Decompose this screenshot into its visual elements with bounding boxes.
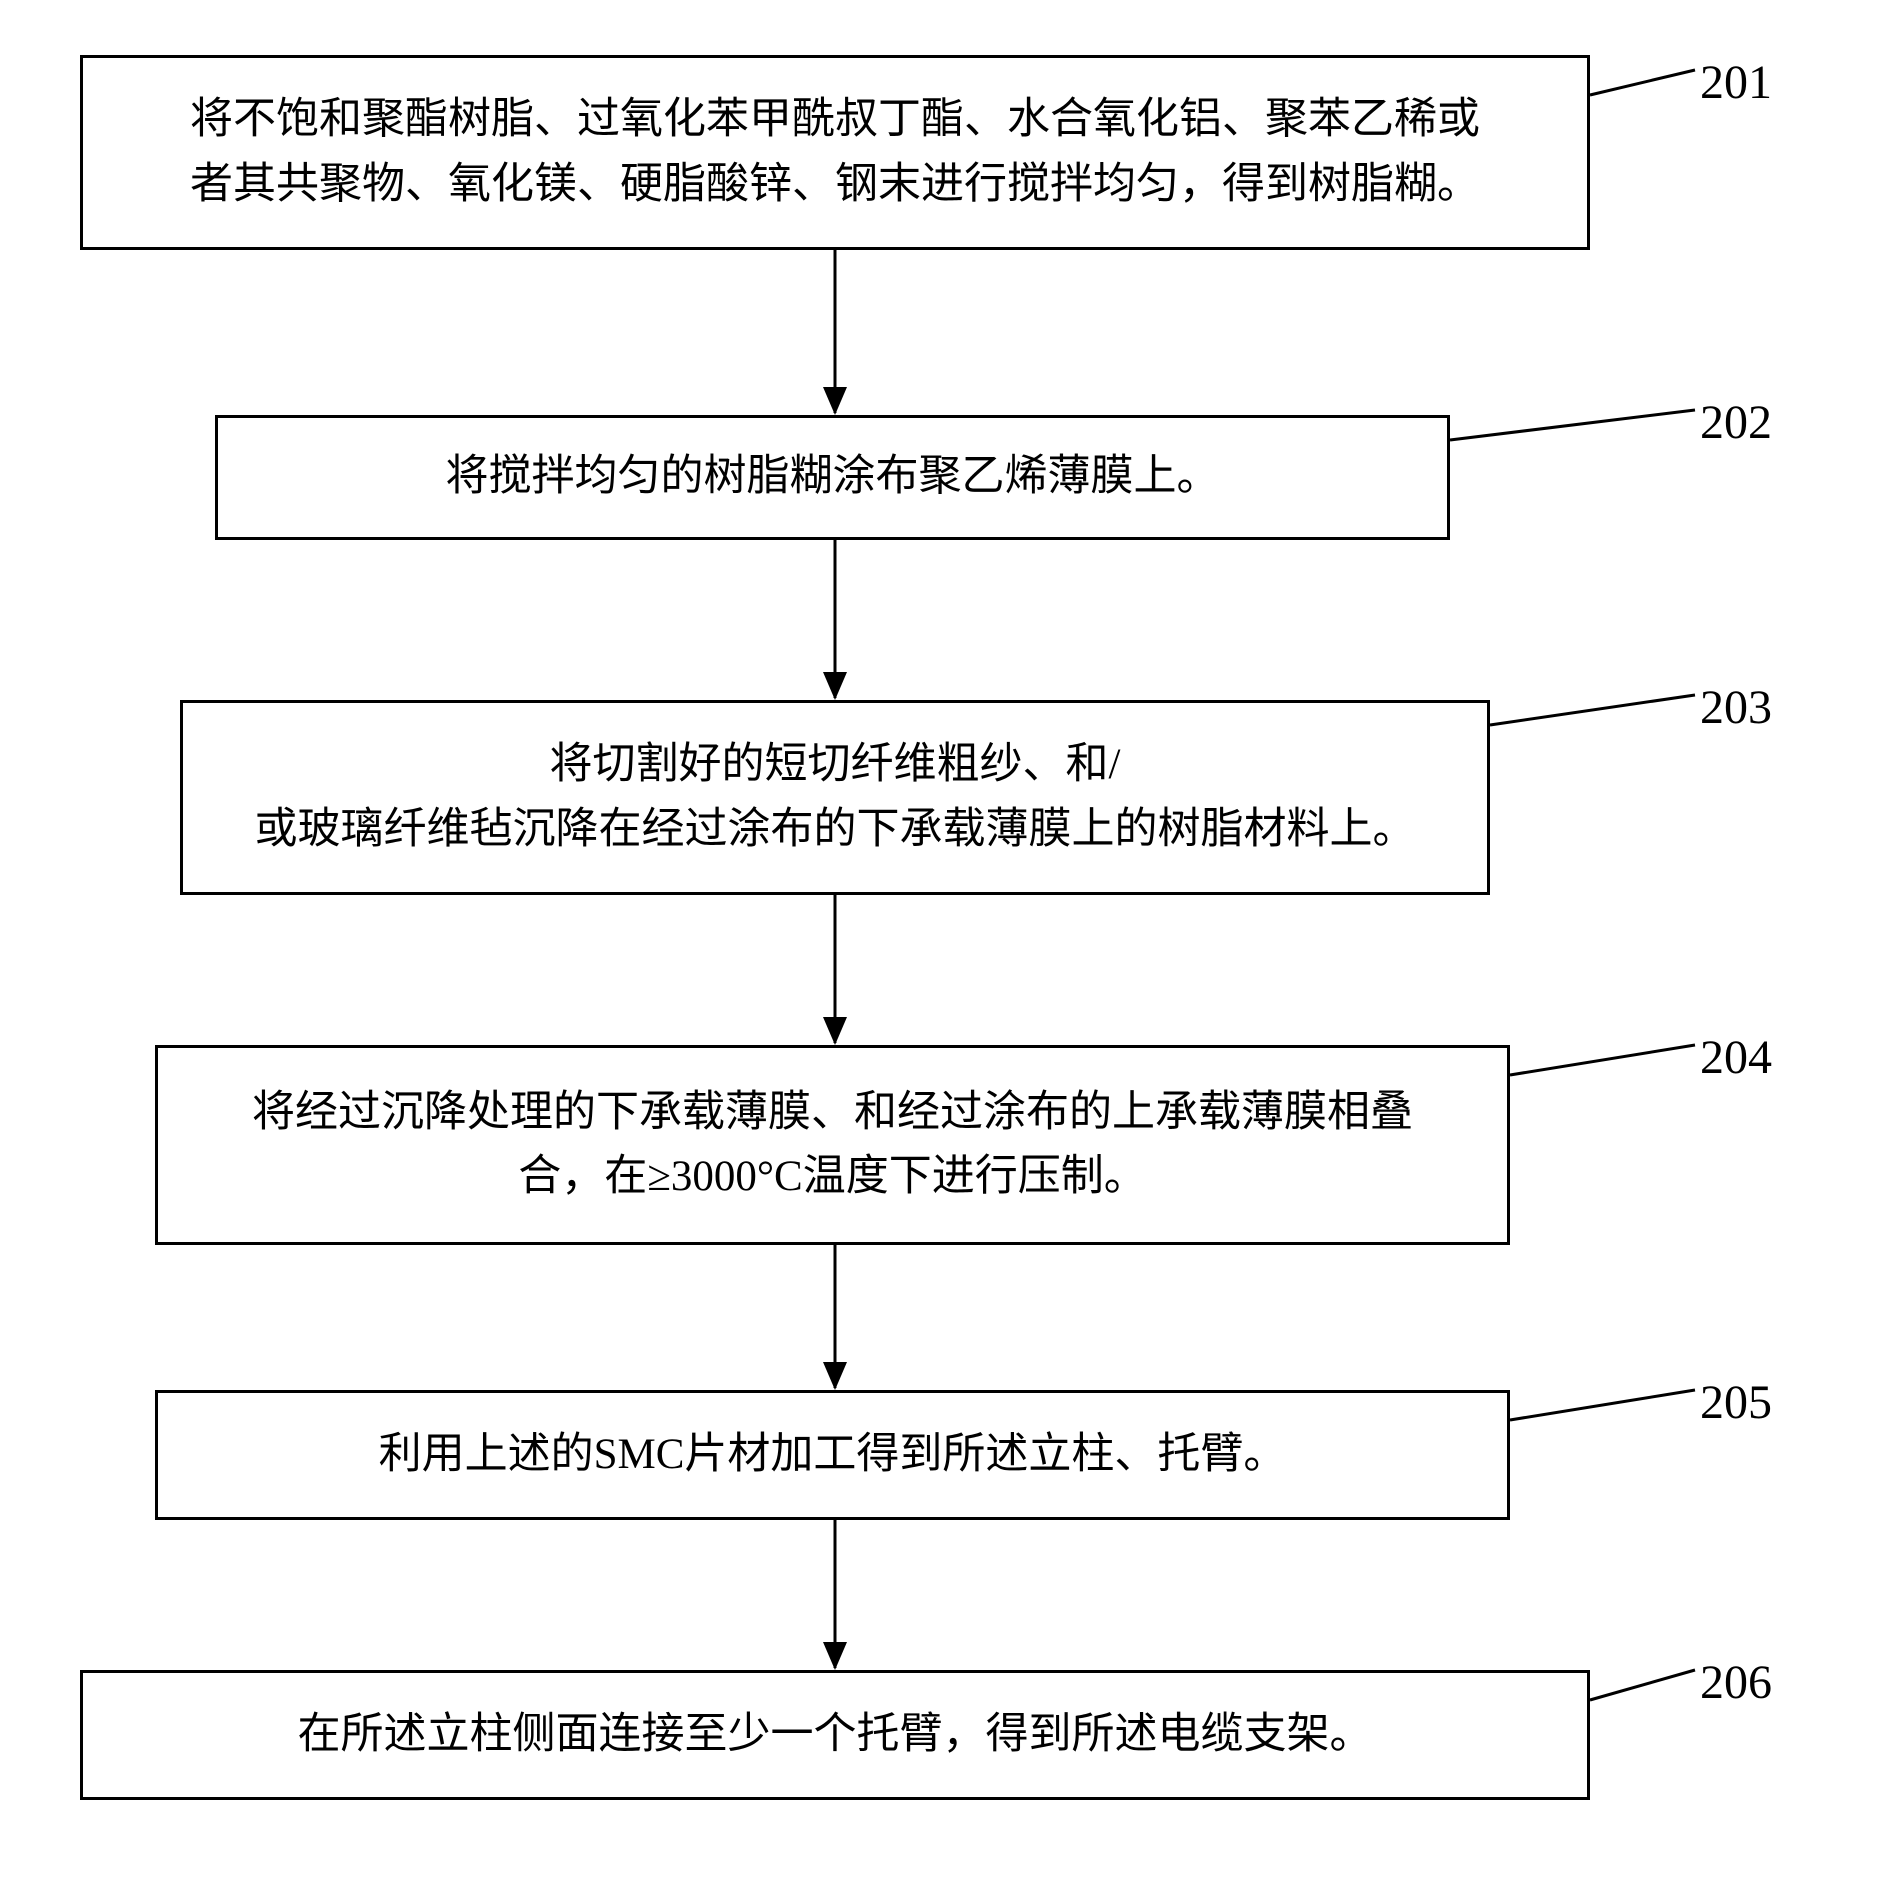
flow-node-n3: 将切割好的短切纤维粗纱、和/或玻璃纤维毡沉降在经过涂布的下承载薄膜上的树脂材料上… (180, 700, 1490, 895)
flowchart-canvas: 将不饱和聚酯树脂、过氧化苯甲酰叔丁酯、水合氧化铝、聚苯乙稀或者其共聚物、氧化镁、… (0, 0, 1887, 1895)
flow-node-n1: 将不饱和聚酯树脂、过氧化苯甲酰叔丁酯、水合氧化铝、聚苯乙稀或者其共聚物、氧化镁、… (80, 55, 1590, 250)
flow-node-text: 将不饱和聚酯树脂、过氧化苯甲酰叔丁酯、水合氧化铝、聚苯乙稀或者其共聚物、氧化镁、… (190, 88, 1480, 217)
flow-node-text: 将切割好的短切纤维粗纱、和/或玻璃纤维毡沉降在经过涂布的下承载薄膜上的树脂材料上… (255, 733, 1416, 862)
flow-node-text: 将经过沉降处理的下承载薄膜、和经过涂布的上承载薄膜相叠合，在≥3000°C温度下… (252, 1081, 1413, 1210)
flow-node-n6: 在所述立柱侧面连接至少一个托臂，得到所述电缆支架。 (80, 1670, 1590, 1800)
flow-node-n4: 将经过沉降处理的下承载薄膜、和经过涂布的上承载薄膜相叠合，在≥3000°C温度下… (155, 1045, 1510, 1245)
flow-node-n5: 利用上述的SMC片材加工得到所述立柱、托臂。 (155, 1390, 1510, 1520)
step-label-202: 202 (1700, 395, 1772, 450)
step-label-205: 205 (1700, 1375, 1772, 1430)
flow-node-text: 将搅拌均匀的树脂糊涂布聚乙烯薄膜上。 (446, 445, 1220, 510)
flow-node-n2: 将搅拌均匀的树脂糊涂布聚乙烯薄膜上。 (215, 415, 1450, 540)
step-label-203: 203 (1700, 680, 1772, 735)
step-label-206: 206 (1700, 1655, 1772, 1710)
step-label-201: 201 (1700, 55, 1772, 110)
step-label-204: 204 (1700, 1030, 1772, 1085)
arrows-layer (0, 0, 1887, 1895)
flow-node-text: 利用上述的SMC片材加工得到所述立柱、托臂。 (379, 1423, 1287, 1488)
flow-node-text: 在所述立柱侧面连接至少一个托臂，得到所述电缆支架。 (298, 1703, 1373, 1768)
